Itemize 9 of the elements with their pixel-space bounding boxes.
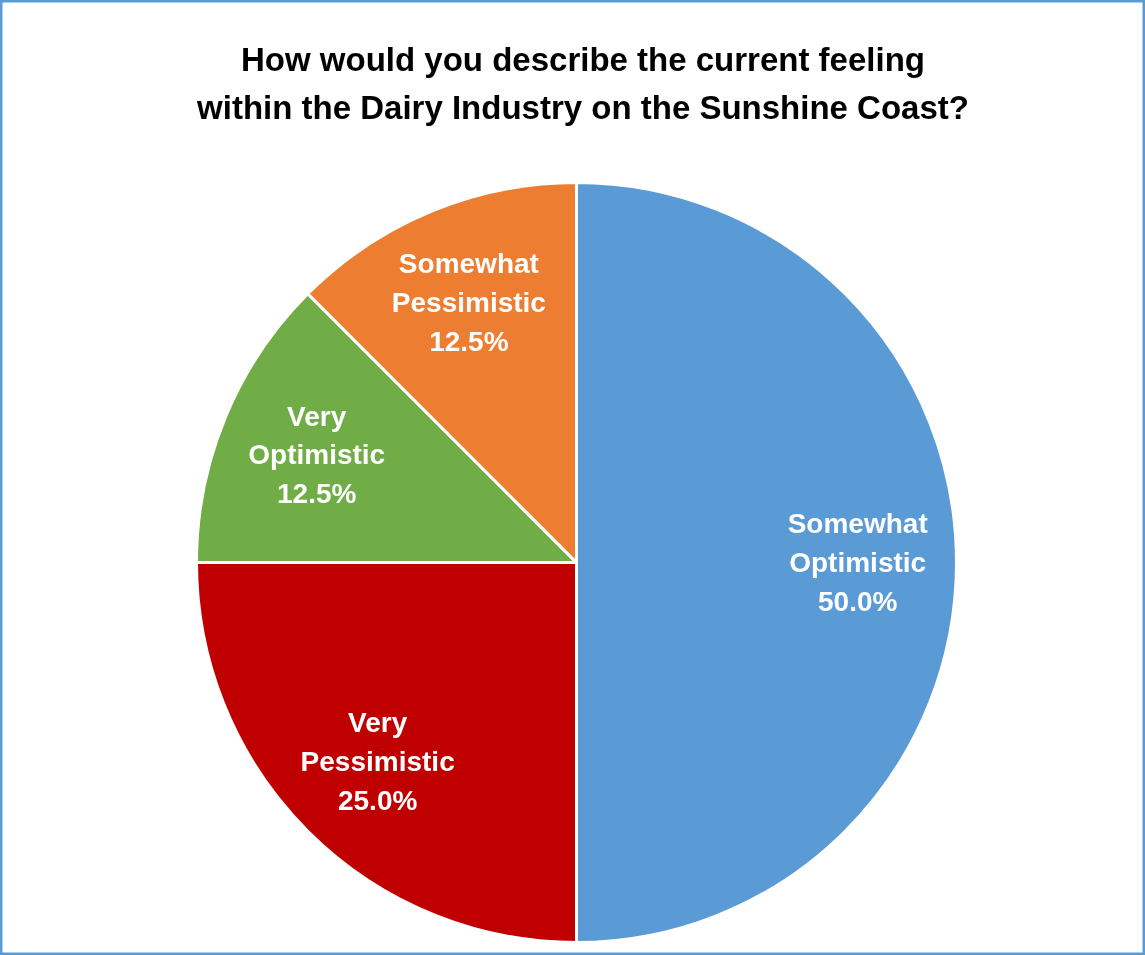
slice-label: Somewhat Pessimistic [391, 248, 546, 319]
slice-label: Somewhat Optimistic [787, 508, 928, 578]
slice-label: Very Optimistic [248, 400, 386, 471]
data-label: 25.0% [337, 784, 418, 816]
chart-title: How would you describe the current feeling within the Dairy Industry on the Sunshine Coast? [196, 40, 969, 126]
data-label: 12.5% [277, 478, 357, 510]
data-label: 12.5% [429, 325, 509, 357]
data-label: 50.0% [818, 585, 898, 617]
slice-label: Very Pessimistic [300, 707, 455, 777]
